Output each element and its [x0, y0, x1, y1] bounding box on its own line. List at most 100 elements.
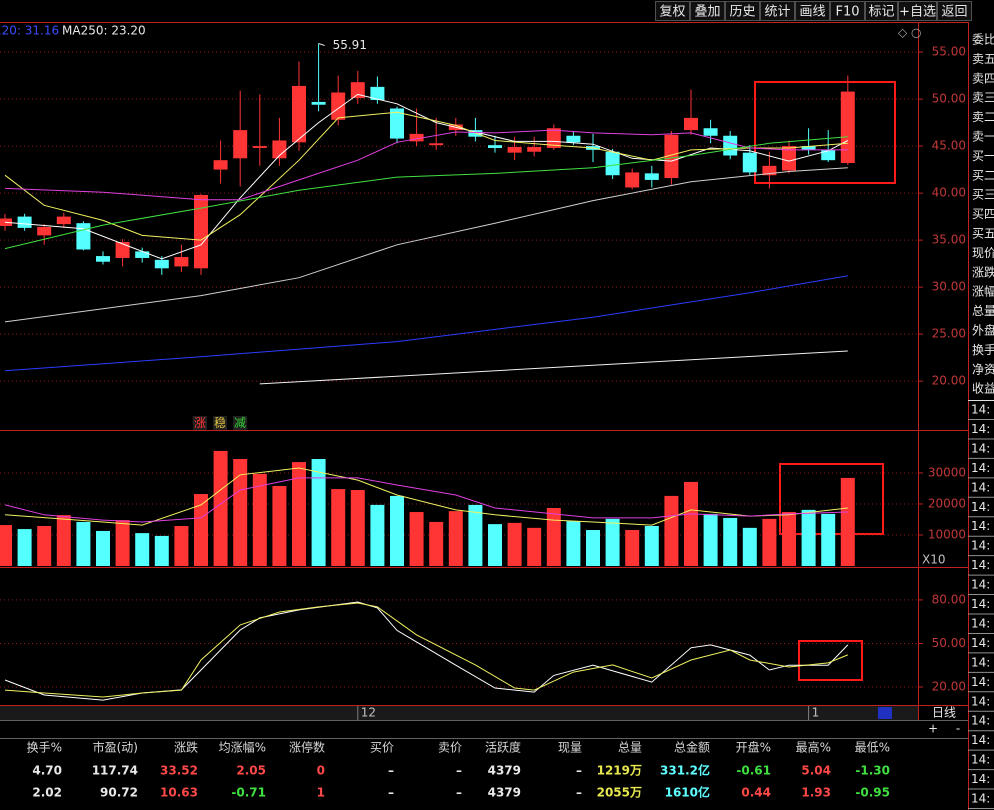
toolbar-label[interactable]: F10: [835, 5, 859, 20]
quote-label: 买五: [972, 227, 994, 241]
volume-bar: [194, 494, 208, 566]
trade-time: 14:: [971, 636, 990, 650]
volume-bar: [782, 512, 796, 566]
trade-time: 14:: [971, 792, 990, 806]
volume-bar: [272, 485, 287, 566]
volume-bar: [37, 525, 52, 566]
candle-body: [762, 165, 777, 176]
trade-time: 14:: [971, 558, 990, 572]
quote-label: 外盘: [972, 323, 994, 338]
volume-bar: [331, 489, 346, 566]
indicator-line: [4, 602, 848, 698]
candle-body: [527, 147, 542, 152]
toolbar-button[interactable]: [865, 1, 898, 21]
icon[interactable]: ◇: [898, 26, 908, 40]
toolbar-button[interactable]: [898, 1, 937, 21]
toolbar-button[interactable]: [760, 1, 795, 21]
candle-body: [17, 216, 32, 228]
trade-time: 14:: [971, 441, 990, 455]
zoom-control[interactable]: +: [928, 722, 938, 736]
table-cell: 1.93: [801, 786, 831, 800]
volume-bar: [390, 495, 404, 566]
toolbar-label[interactable]: 标记: [868, 5, 894, 20]
trade-time: 14:: [971, 753, 990, 767]
toolbar-label[interactable]: 统计: [764, 5, 790, 20]
candle-body: [703, 128, 718, 136]
toolbar-label[interactable]: 复权: [659, 4, 685, 20]
candle-body: [96, 256, 110, 262]
candle-body: [684, 117, 698, 131]
table-header: 均涨幅%: [219, 740, 266, 755]
indicator-line: [4, 467, 848, 526]
volume-bar: [17, 529, 32, 566]
signal-label: 涨: [194, 415, 206, 430]
period-button[interactable]: 日线: [932, 706, 956, 720]
header-ma120: 120: 31.16: [0, 24, 59, 38]
candle-body: [723, 135, 738, 156]
icon[interactable]: ○: [911, 26, 921, 40]
candle-body: [488, 145, 502, 148]
toolbar-label[interactable]: +自选: [899, 5, 936, 20]
toolbar-button[interactable]: [690, 1, 725, 21]
quote-label: 卖五: [972, 52, 994, 66]
trade-time: 14:: [971, 539, 990, 553]
toolbar-label[interactable]: 画线: [799, 5, 825, 20]
candle-body: [566, 135, 581, 143]
trade-time: 14:: [971, 733, 990, 747]
volume-bar: [821, 513, 836, 566]
candle-body: [213, 160, 228, 170]
trade-time: 14:: [971, 597, 990, 611]
table-header: 涨停数: [289, 740, 325, 755]
volume-bar: [625, 530, 640, 566]
y-tick-label: 55.00: [932, 45, 966, 59]
table-header: 涨跌: [174, 740, 198, 755]
header-ma250: MA250: 23.20: [62, 24, 146, 38]
indicator-line: [4, 477, 848, 523]
trade-time: 14:: [971, 616, 990, 630]
candle-body: [605, 151, 620, 176]
scroll-thumb[interactable]: [878, 707, 892, 719]
quote-label: 涨幅: [972, 284, 994, 299]
table-cell: –: [576, 764, 582, 778]
candle-body: [625, 172, 640, 188]
toolbar-button[interactable]: [937, 1, 972, 21]
highlight-box: [798, 640, 863, 681]
table-cell: 2055万: [597, 786, 642, 800]
volume-bar: [252, 473, 267, 566]
indicator-line: [259, 350, 848, 385]
trade-time: 14:: [971, 655, 990, 669]
toolbar-label[interactable]: 叠加: [694, 5, 720, 20]
table-cell: 4379: [488, 786, 521, 800]
volume-bar: [448, 511, 463, 566]
toolbar-label[interactable]: 历史: [729, 5, 755, 20]
highlight-box: [754, 81, 896, 184]
signal-box: [233, 416, 247, 430]
table-cell: -0.61: [736, 764, 771, 778]
quote-label: 收益: [972, 382, 994, 396]
table-cell: 117.74: [92, 764, 138, 778]
volume-bar: [174, 525, 189, 566]
table-cell: 0: [317, 764, 325, 778]
volume-bar: [350, 490, 365, 566]
trade-time: 14:: [971, 403, 990, 417]
volume-bar: [76, 521, 91, 566]
toolbar-label[interactable]: 返回: [941, 5, 967, 20]
toolbar-button[interactable]: [795, 1, 830, 21]
trade-time: 14:: [971, 714, 990, 728]
candle-body: [56, 216, 71, 225]
candle-body: [135, 251, 150, 258]
volume-bar: [213, 450, 228, 566]
candle-body: [507, 147, 522, 153]
volume-bar: [566, 521, 581, 566]
toolbar-button[interactable]: [725, 1, 760, 21]
table-header: 买价: [370, 741, 394, 755]
table-cell: 331.2亿: [660, 763, 710, 778]
y-tick-label: 50.00: [932, 636, 966, 650]
toolbar-button[interactable]: [655, 1, 690, 21]
frame: ◇ ○: [0, 22, 969, 810]
toolbar-button[interactable]: [830, 1, 865, 21]
table-cell: -1.30: [855, 764, 890, 778]
zoom-control[interactable]: -: [956, 722, 960, 736]
candle-body: [664, 134, 679, 179]
